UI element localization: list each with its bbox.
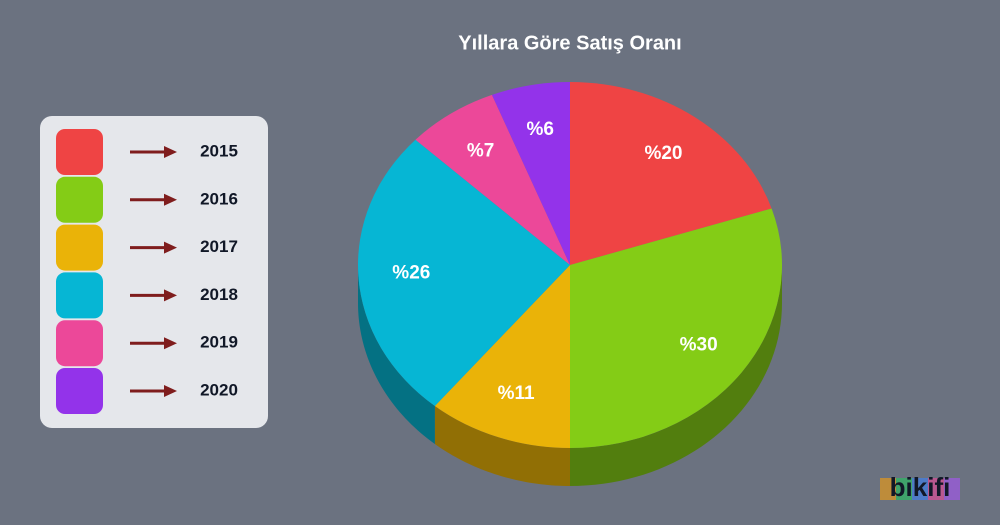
slice bbox=[570, 82, 772, 265]
legend-label: 2018 bbox=[200, 285, 238, 304]
legend-arrowhead bbox=[164, 241, 177, 254]
legend-swatch bbox=[56, 224, 103, 271]
legend-swatch bbox=[56, 129, 103, 175]
slice-label: %7 bbox=[467, 140, 494, 161]
slice bbox=[358, 139, 570, 407]
slice bbox=[434, 265, 570, 448]
slice-label: %26 bbox=[392, 263, 430, 284]
legend-arrowhead bbox=[164, 193, 177, 206]
slice bbox=[570, 208, 782, 448]
slice-side bbox=[358, 265, 435, 445]
slice bbox=[491, 82, 570, 265]
legend-arrowhead bbox=[164, 289, 177, 302]
slice-label: %20 bbox=[644, 143, 682, 164]
legend-arrowhead bbox=[164, 385, 177, 397]
legend-label: 2016 bbox=[200, 189, 238, 208]
legend-swatch bbox=[56, 368, 103, 414]
legend-label: 2015 bbox=[200, 141, 238, 160]
watermark: bikifi bbox=[890, 472, 951, 502]
slice-label: %6 bbox=[526, 119, 553, 140]
slice-label: %30 bbox=[680, 335, 718, 356]
legend-arrowhead bbox=[164, 146, 177, 158]
legend-label: 2017 bbox=[200, 237, 238, 256]
legend-label: 2020 bbox=[200, 380, 238, 399]
slice bbox=[415, 94, 570, 265]
legend-swatch bbox=[56, 176, 103, 223]
chart-title: Yıllara Göre Satış Oranı bbox=[458, 32, 681, 54]
slice-side bbox=[570, 265, 782, 486]
watermark-bg bbox=[880, 478, 960, 500]
legend: 2015 2016 2017 2018 2019 2020 bbox=[56, 129, 238, 414]
legend-label: 2019 bbox=[200, 333, 238, 352]
pie: %20 %30 %11 %26 %7 %6 bbox=[358, 82, 782, 486]
slice-label: %11 bbox=[498, 383, 535, 404]
legend-swatch bbox=[56, 320, 103, 367]
slice-side bbox=[434, 406, 570, 486]
legend-arrowhead bbox=[164, 337, 177, 350]
legend-swatch bbox=[56, 272, 103, 319]
